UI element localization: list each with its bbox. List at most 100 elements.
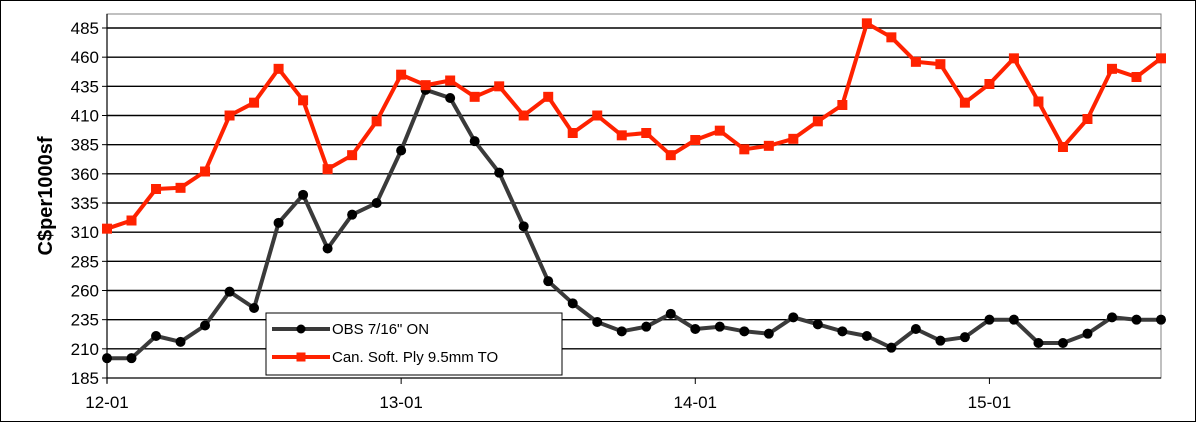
data-point <box>616 326 627 337</box>
data-point <box>861 331 872 341</box>
data-point <box>1008 53 1019 64</box>
y-tick-label: 285 <box>71 252 99 271</box>
series-1 <box>102 18 1166 234</box>
data-point <box>812 116 823 127</box>
data-point <box>886 342 897 353</box>
data-point <box>665 308 676 319</box>
x-tick-label: 13-01 <box>379 393 422 412</box>
legend: OBS 7/16" ON Can. Soft. Ply 9.5mm TO <box>265 312 563 376</box>
data-point <box>1131 72 1142 82</box>
data-point <box>812 319 823 330</box>
data-point <box>445 93 456 103</box>
data-point <box>714 125 725 136</box>
data-point <box>1033 96 1044 107</box>
data-point <box>126 215 137 226</box>
data-point <box>273 63 284 74</box>
data-point <box>322 243 333 254</box>
data-point <box>102 223 112 234</box>
y-tick-label: 435 <box>71 77 99 96</box>
data-point <box>322 164 333 175</box>
y-tick-label: 210 <box>71 340 99 359</box>
data-point <box>837 100 848 110</box>
data-point <box>543 276 554 287</box>
x-axis: 12-01 13-01 14-01 15-01 <box>85 377 1161 412</box>
data-point <box>1008 314 1019 325</box>
data-point <box>641 128 652 138</box>
y-tick-label: 410 <box>71 107 99 126</box>
data-point <box>690 135 701 145</box>
data-point <box>396 145 407 156</box>
data-point <box>224 110 235 121</box>
x-tick-label: 12-01 <box>85 393 128 412</box>
legend-obs-marker <box>296 324 306 334</box>
y-tick-label: 485 <box>71 19 99 38</box>
data-point <box>420 80 431 91</box>
data-point <box>641 321 652 332</box>
data-point <box>494 81 505 92</box>
data-point <box>469 91 480 102</box>
data-point <box>1082 114 1093 124</box>
data-point <box>616 130 627 141</box>
data-point <box>518 110 529 121</box>
data-point <box>347 209 358 220</box>
data-point <box>714 321 725 332</box>
data-point <box>665 150 676 161</box>
y-tick-label: 335 <box>71 194 99 213</box>
y-axis-title: C$per1000sf <box>35 136 57 255</box>
data-point <box>175 182 186 193</box>
data-point <box>910 324 921 334</box>
data-point <box>1057 338 1068 348</box>
data-point <box>690 324 701 334</box>
data-point <box>861 18 872 29</box>
series-line <box>107 87 1161 361</box>
data-point <box>469 136 480 147</box>
data-point <box>224 286 235 297</box>
data-point <box>371 198 382 208</box>
data-point <box>445 75 456 86</box>
data-point <box>935 335 946 346</box>
legend-box <box>265 312 563 376</box>
data-point <box>984 314 995 325</box>
x-tick-label: 15-01 <box>968 393 1011 412</box>
y-tick-label: 185 <box>71 369 99 388</box>
legend-ply-label: Can. Soft. Ply 9.5mm TO <box>332 349 498 366</box>
data-point <box>567 128 578 138</box>
data-point <box>739 326 750 337</box>
data-point <box>347 150 358 161</box>
data-point <box>298 95 309 106</box>
data-point <box>837 326 848 337</box>
data-point <box>126 353 137 364</box>
data-point <box>371 116 382 127</box>
data-point <box>1106 63 1117 74</box>
y-tick-label: 310 <box>71 223 99 242</box>
data-point <box>788 312 799 323</box>
data-point <box>151 184 162 194</box>
data-point <box>273 217 284 228</box>
y-axis: 185 210 235 260 285 310 335 360 385 410 435 460 485 <box>71 14 108 388</box>
data-point <box>249 303 260 313</box>
data-point <box>102 353 112 364</box>
data-point <box>739 144 750 155</box>
y-tick-label: 260 <box>71 282 99 301</box>
data-point <box>1131 314 1142 325</box>
series-layer <box>102 18 1166 364</box>
data-point <box>910 56 921 67</box>
data-point <box>592 317 603 327</box>
data-point <box>494 167 505 178</box>
data-point <box>175 336 186 347</box>
data-point <box>763 328 774 339</box>
data-point <box>567 298 578 309</box>
data-point <box>984 79 995 89</box>
data-point <box>200 320 211 331</box>
data-point <box>518 221 529 232</box>
data-point <box>886 32 897 43</box>
data-point <box>543 91 554 102</box>
data-point <box>959 332 970 343</box>
data-point <box>298 189 309 200</box>
data-point <box>1057 142 1068 152</box>
data-point <box>592 110 603 121</box>
gridlines <box>107 27 1161 350</box>
data-point <box>249 97 260 108</box>
